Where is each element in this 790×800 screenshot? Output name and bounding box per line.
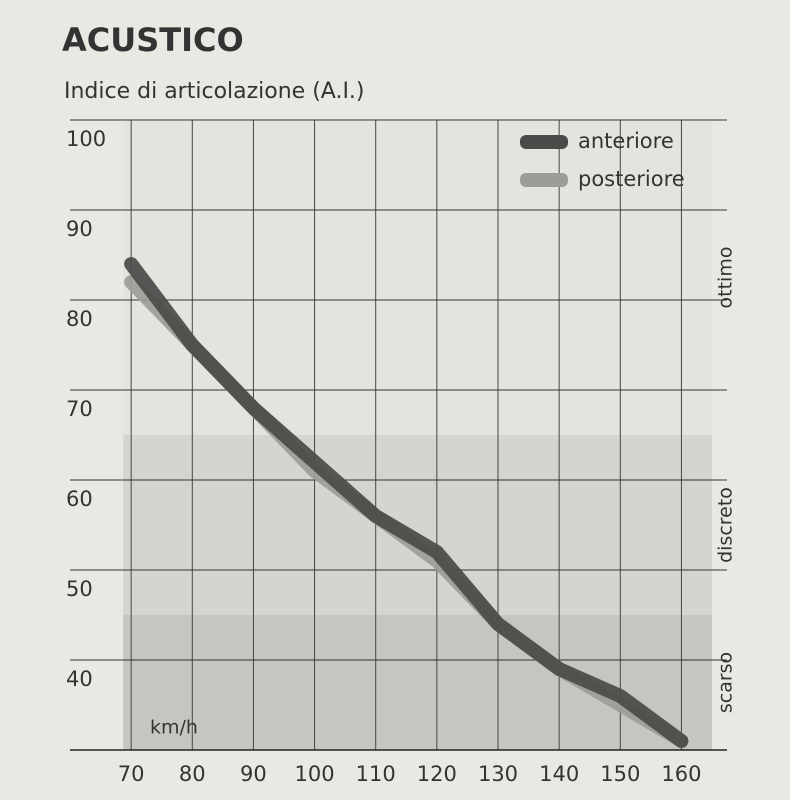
x-tick-label: 120 — [417, 762, 457, 786]
x-tick-label: 90 — [240, 762, 267, 786]
chart-title: ACUSTICO — [62, 21, 244, 59]
zone-band — [123, 615, 712, 750]
legend-label: anteriore — [578, 129, 674, 153]
x-tick-label: 70 — [118, 762, 145, 786]
chart-subtitle: Indice di articolazione (A.I.) — [64, 79, 365, 104]
y-tick-label: 80 — [66, 307, 93, 331]
zone-band — [123, 435, 712, 615]
zone-label: scarso — [715, 652, 737, 713]
legend-label: posteriore — [578, 167, 685, 191]
legend-swatch — [520, 135, 568, 149]
x-tick-label: 80 — [179, 762, 206, 786]
y-tick-label: 70 — [66, 397, 93, 421]
x-unit-label: km/h — [150, 717, 198, 739]
y-tick-label: 40 — [66, 667, 93, 691]
legend-swatch — [520, 173, 568, 187]
x-tick-label: 130 — [478, 762, 518, 786]
x-tick-label: 140 — [539, 762, 579, 786]
x-tick-label: 150 — [600, 762, 640, 786]
y-tick-label: 100 — [66, 127, 106, 151]
zone-label: discreto — [715, 487, 737, 563]
y-tick-label: 60 — [66, 487, 93, 511]
x-tick-label: 160 — [661, 762, 701, 786]
y-tick-label: 90 — [66, 217, 93, 241]
zone-label: ottimo — [715, 247, 737, 309]
series-line — [124, 257, 689, 748]
y-tick-label: 50 — [66, 577, 93, 601]
x-tick-label: 110 — [356, 762, 396, 786]
x-tick-label: 100 — [295, 762, 335, 786]
